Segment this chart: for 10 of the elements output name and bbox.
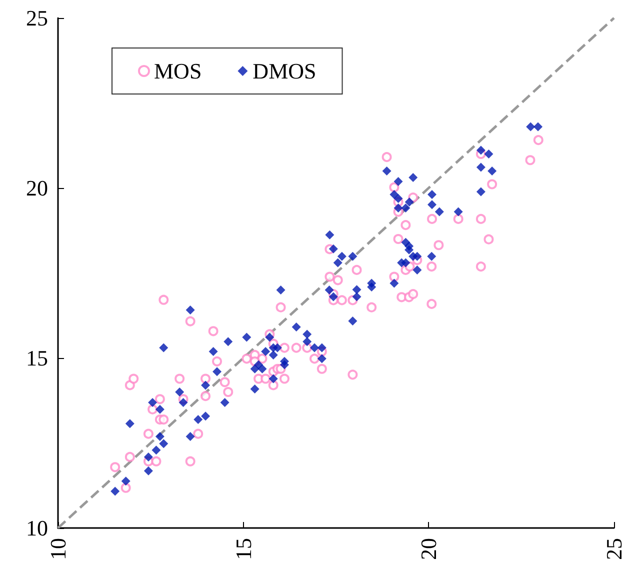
x-tick-label: 15 xyxy=(230,538,256,560)
y-tick-label: 25 xyxy=(26,6,48,30)
y-tick-label: 15 xyxy=(26,346,48,370)
x-tick-label: 10 xyxy=(46,538,70,560)
x-tick-label: 20 xyxy=(416,538,442,560)
legend-label: MOS xyxy=(154,58,202,84)
y-tick-label: 10 xyxy=(26,516,48,540)
legend-label: DMOS xyxy=(252,58,316,84)
y-tick-label: 20 xyxy=(26,176,48,200)
x-tick-label: 25 xyxy=(602,538,626,560)
